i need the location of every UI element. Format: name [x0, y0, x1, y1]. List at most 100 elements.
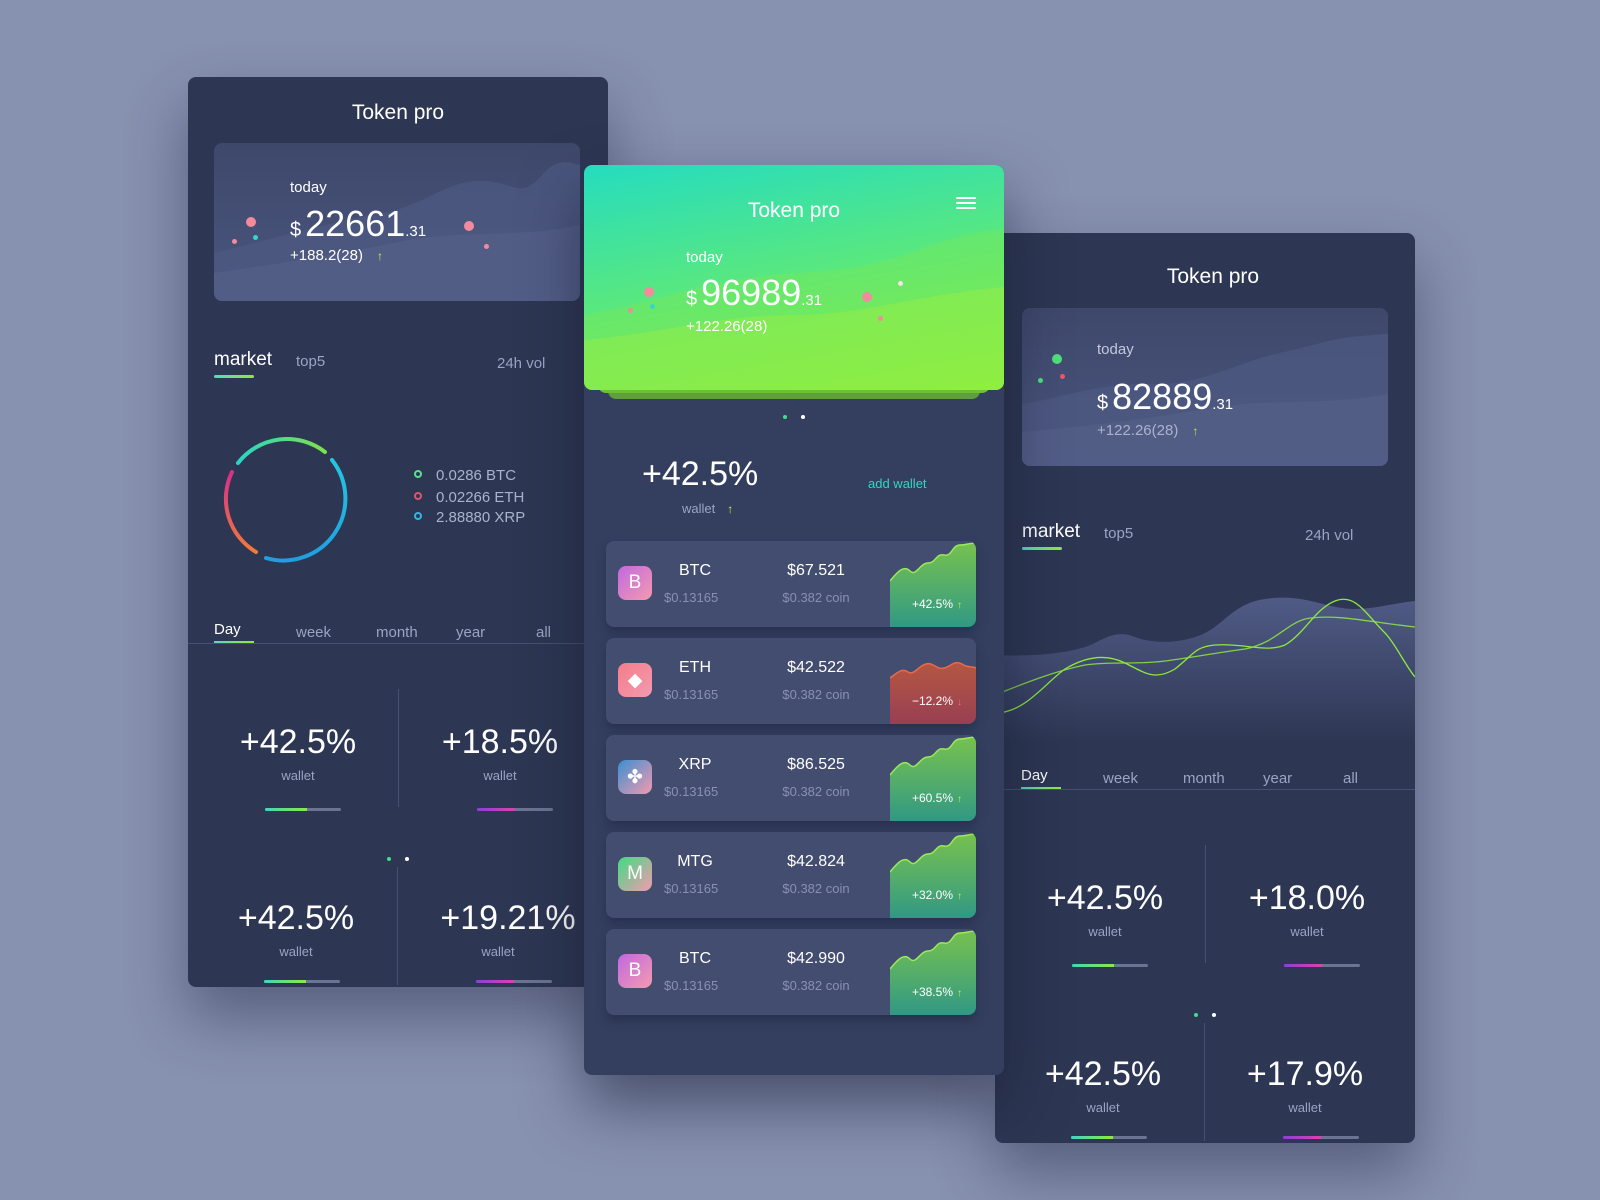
- tab-market[interactable]: market: [1022, 521, 1081, 542]
- stat-value: +17.9%: [1246, 1055, 1364, 1093]
- balance-card[interactable]: today $22661.31 +188.2(28) ↑: [214, 143, 580, 301]
- balance-amount: $96989.31: [686, 272, 822, 314]
- balance-integer: 82889: [1112, 376, 1213, 417]
- balance-cents: .31: [1212, 396, 1234, 413]
- coin-price: $42.824: [787, 853, 845, 870]
- legend-item: 0.02266 ETH: [414, 489, 524, 506]
- stat-label: wallet: [279, 944, 313, 959]
- divider: [995, 789, 1415, 790]
- legend-ring-icon: [414, 512, 422, 520]
- center-phone-screen: Token pro today $96989.31 +122.26(28) +4…: [584, 165, 1004, 1075]
- period-tab-year[interactable]: year: [456, 624, 486, 641]
- coin-price: $42.990: [787, 950, 845, 967]
- pager-dot[interactable]: [801, 415, 805, 419]
- divider: [1204, 1023, 1205, 1141]
- stat-value: +18.0%: [1248, 879, 1366, 917]
- coin-symbol: BTC: [679, 950, 711, 967]
- stat-progress-bar: [1071, 1136, 1147, 1139]
- currency-symbol: $: [686, 288, 698, 310]
- wallet-label-text: wallet: [682, 501, 716, 516]
- market-area-chart: [995, 597, 1415, 743]
- hamburger-menu-icon[interactable]: [956, 197, 976, 211]
- up-arrow-icon: ↑: [957, 891, 962, 902]
- coin-row[interactable]: M MTG $0.13165 $42.824 $0.382 coin +32.0% ↑: [606, 832, 976, 918]
- pager-dot-active[interactable]: [387, 857, 391, 861]
- coin-change-value: +38.5%: [911, 985, 953, 999]
- coin-sparkline: [890, 930, 976, 1015]
- stat-label: wallet: [1288, 1100, 1322, 1115]
- decor-dot: [628, 308, 633, 313]
- tab-underline: [1022, 547, 1062, 550]
- coin-price: $42.522: [787, 659, 845, 676]
- tab-24h-vol[interactable]: 24h vol: [497, 355, 546, 372]
- period-underline: [214, 641, 254, 644]
- period-tab-month[interactable]: month: [376, 624, 418, 641]
- pager-dot-active[interactable]: [1194, 1013, 1198, 1017]
- coin-unit-price: $0.13165: [664, 590, 719, 605]
- period-tab-week[interactable]: week: [1103, 770, 1139, 787]
- up-arrow-icon: ↑: [376, 249, 383, 263]
- stat-value: +19.21%: [440, 899, 576, 937]
- decor-dot: [644, 287, 654, 297]
- period-tab-day[interactable]: Day: [214, 621, 241, 638]
- wallet-percentage: +42.5%: [642, 455, 759, 493]
- stat-label: wallet: [1088, 924, 1122, 939]
- coin-unit-price: $0.13165: [664, 881, 719, 896]
- stat-progress-bar: [476, 980, 552, 983]
- balance-change-value: +122.26(28): [1097, 422, 1179, 439]
- coin-sparkline: [890, 736, 976, 821]
- stat-value: +42.5%: [239, 723, 357, 761]
- coin-price: $86.525: [787, 756, 845, 773]
- coin-sparkline: [890, 833, 976, 918]
- pager-dot[interactable]: [1212, 1013, 1216, 1017]
- coin-row[interactable]: B BTC $0.13165 $42.990 $0.382 coin +38.5% ↑: [606, 929, 976, 1015]
- balance-wave-graphic: [1022, 334, 1388, 466]
- app-title: Token pro: [351, 101, 445, 124]
- stat-label: wallet: [1290, 924, 1324, 939]
- tab-top5[interactable]: top5: [296, 353, 326, 370]
- stat-progress-bar: [264, 980, 340, 983]
- period-tab-month[interactable]: month: [1183, 770, 1225, 787]
- decor-dot: [464, 221, 474, 231]
- period-tab-day[interactable]: Day: [1021, 767, 1048, 784]
- balance-amount: $82889.31: [1097, 376, 1233, 418]
- coin-price-sub: $0.382 coin: [782, 784, 850, 799]
- decor-dot: [650, 304, 655, 309]
- tab-market[interactable]: market: [214, 349, 273, 370]
- tab-top5[interactable]: top5: [1104, 525, 1134, 542]
- decor-dot: [898, 281, 903, 286]
- wallet-label: wallet ↑: [682, 501, 733, 516]
- legend-item: 2.88880 XRP: [414, 509, 525, 526]
- decor-dot: [1052, 354, 1062, 364]
- coin-row[interactable]: B BTC $0.13165 $67.521 $0.382 coin +42.5% ↑: [606, 541, 976, 627]
- period-tab-all[interactable]: all: [536, 624, 552, 641]
- pager-dot-active[interactable]: [783, 415, 787, 419]
- coin-symbol: BTC: [679, 562, 711, 579]
- decor-dot: [878, 316, 883, 321]
- stat-value: +18.5%: [441, 723, 559, 761]
- stat-progress-bar: [1072, 964, 1148, 967]
- balance-amount: $22661.31: [290, 203, 426, 245]
- balance-change: +122.26(28) ↑: [1097, 422, 1198, 439]
- coin-change-value: +42.5%: [911, 597, 953, 611]
- coin-symbol: XRP: [678, 756, 712, 773]
- coin-unit-price: $0.13165: [664, 687, 719, 702]
- coin-logo-icon: ✤: [618, 760, 652, 794]
- tab-underline: [214, 375, 254, 378]
- period-tab-week[interactable]: week: [296, 624, 332, 641]
- coin-logo-icon: B: [618, 566, 652, 600]
- stat-progress-bar: [1284, 964, 1360, 967]
- hero-balance-card[interactable]: Token pro today $96989.31 +122.26(28): [584, 165, 1004, 390]
- stat-value: +42.5%: [237, 899, 355, 937]
- stat-progress-bar: [477, 808, 553, 811]
- coin-sparkline: [890, 542, 976, 627]
- period-tab-year[interactable]: year: [1263, 770, 1293, 787]
- coin-row[interactable]: ◆ ETH $0.13165 $42.522 $0.382 coin −12.2% ↓: [606, 638, 976, 724]
- coin-row[interactable]: ✤ XRP $0.13165 $86.525 $0.382 coin +60.5% ↑: [606, 735, 976, 821]
- portfolio-donut-chart: [223, 437, 348, 563]
- balance-card[interactable]: today $82889.31 +122.26(28) ↑: [1022, 308, 1388, 466]
- pager-dot[interactable]: [405, 857, 409, 861]
- add-wallet-link[interactable]: add wallet: [868, 476, 927, 491]
- tab-24h-vol[interactable]: 24h vol: [1305, 527, 1354, 544]
- period-tab-all[interactable]: all: [1343, 770, 1359, 787]
